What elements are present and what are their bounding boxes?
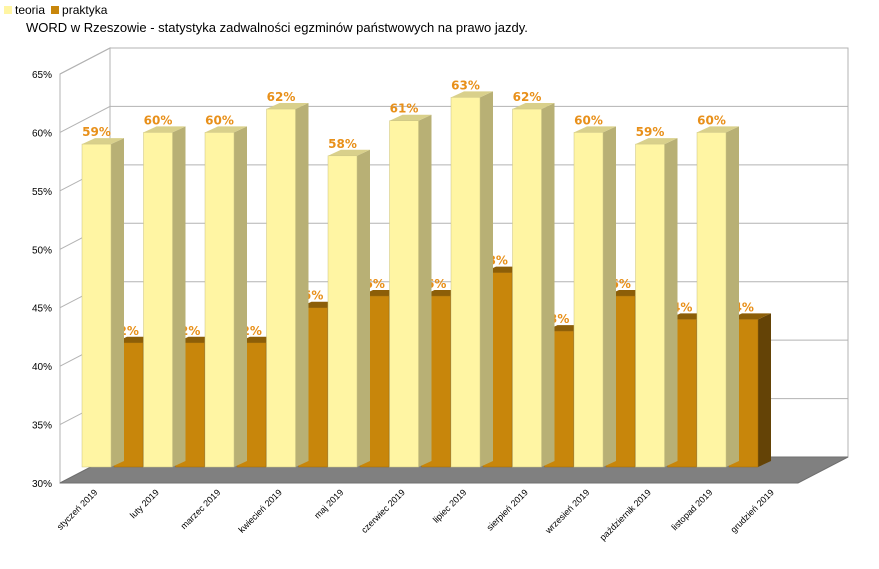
teoria-bar-top (389, 114, 432, 121)
teoria-bar-front (81, 143, 112, 468)
x-tick-label: styczeń 2019 (55, 487, 100, 532)
teoria-bar-label: 60% (697, 113, 726, 127)
legend-label-praktyka: praktyka (62, 3, 108, 17)
x-tick-label: czerwiec 2019 (359, 487, 407, 535)
teoria-bar-side (111, 138, 124, 467)
teoria-bar-top (451, 91, 493, 98)
praktyka-bar-side (758, 313, 771, 467)
gridline (59, 105, 848, 133)
teoria-bar-front (573, 132, 604, 468)
y-tick-label: 40% (32, 362, 52, 373)
teoria-bar-front (450, 97, 481, 468)
teoria-bar-side (418, 114, 432, 467)
teoria-bar-label: 60% (205, 113, 234, 127)
x-tick-label: wrzesień 2019 (543, 487, 592, 536)
y-tick-label: 50% (32, 245, 52, 256)
teoria-bar-top (574, 126, 616, 133)
teoria-bar-top (143, 126, 186, 133)
teoria-bar-side (726, 126, 739, 467)
teoria-bar-side (664, 138, 678, 467)
teoria-bar-label: 60% (144, 113, 173, 127)
teoria-bar-label: 59% (82, 125, 111, 139)
teoria-bar-top (266, 103, 309, 110)
teoria-bar-top (82, 138, 124, 145)
teoria-bar-front (512, 108, 542, 468)
teoria-bar-front (327, 155, 358, 468)
teoria-bar-front (389, 120, 419, 468)
x-tick-label: maj 2019 (312, 487, 345, 520)
x-tick-label: grudzień 2019 (729, 487, 776, 534)
teoria-bar-label: 58% (328, 137, 357, 151)
x-tick-label: lipiec 2019 (431, 487, 468, 524)
teoria-bar-label: 62% (267, 90, 296, 104)
teoria-bar-label: 63% (451, 78, 480, 92)
teoria-bar-top (205, 126, 247, 133)
chart-title: WORD w Rzeszowie - statystyka zadwalnośc… (26, 20, 528, 35)
x-tick-label: sierpień 2019 (485, 487, 530, 532)
y-tick-label: 45% (32, 304, 52, 315)
teoria-bar-top (635, 138, 678, 145)
x-tick-label: luty 2019 (128, 487, 161, 520)
teoria-bar-side (603, 126, 616, 467)
teoria-bar-side (541, 103, 555, 468)
legend-label-teoria: teoria (15, 3, 46, 17)
legend-item-teoria: teoria (4, 3, 45, 17)
teoria-bar-front (143, 132, 173, 468)
legend-swatch-teoria (4, 6, 12, 14)
teoria-bar-top (512, 103, 555, 110)
x-tick-label: kwiecień 2019 (237, 487, 284, 534)
y-tick-label: 55% (32, 187, 52, 198)
teoria-bar-front (635, 143, 665, 468)
x-tick-label: październik 2019 (598, 487, 653, 542)
teoria-bar-label: 60% (574, 113, 603, 127)
teoria-bar-label: 62% (513, 90, 542, 104)
y-tick-label: 65% (32, 70, 52, 81)
praktyka-bar-top (729, 313, 771, 320)
teoria-bar-front (266, 108, 296, 468)
y-tick-label: 30% (32, 479, 52, 490)
teoria-bar-side (234, 126, 247, 467)
legend-item-praktyka: praktyka (51, 3, 107, 17)
legend-swatch-praktyka (51, 6, 60, 14)
teoria-bar-side (480, 91, 493, 467)
teoria-bar-front (204, 132, 235, 468)
y-tick-label: 60% (32, 128, 52, 139)
x-tick-label: listopad 2019 (669, 487, 714, 532)
teoria-bar-label: 59% (636, 125, 665, 139)
x-tick-label: marzec 2019 (179, 487, 223, 531)
y-tick-label: 35% (32, 421, 52, 432)
teoria-bar-top (697, 126, 739, 133)
teoria-bar-front (696, 132, 727, 468)
teoria-bar-side (357, 149, 370, 468)
teoria-bar-label: 61% (390, 102, 419, 116)
teoria-bar-top (328, 149, 370, 156)
teoria-bar-side (295, 103, 309, 468)
teoria-bar-side (172, 126, 186, 467)
gridline (59, 47, 848, 75)
legend: teoria praktyka (4, 2, 113, 18)
